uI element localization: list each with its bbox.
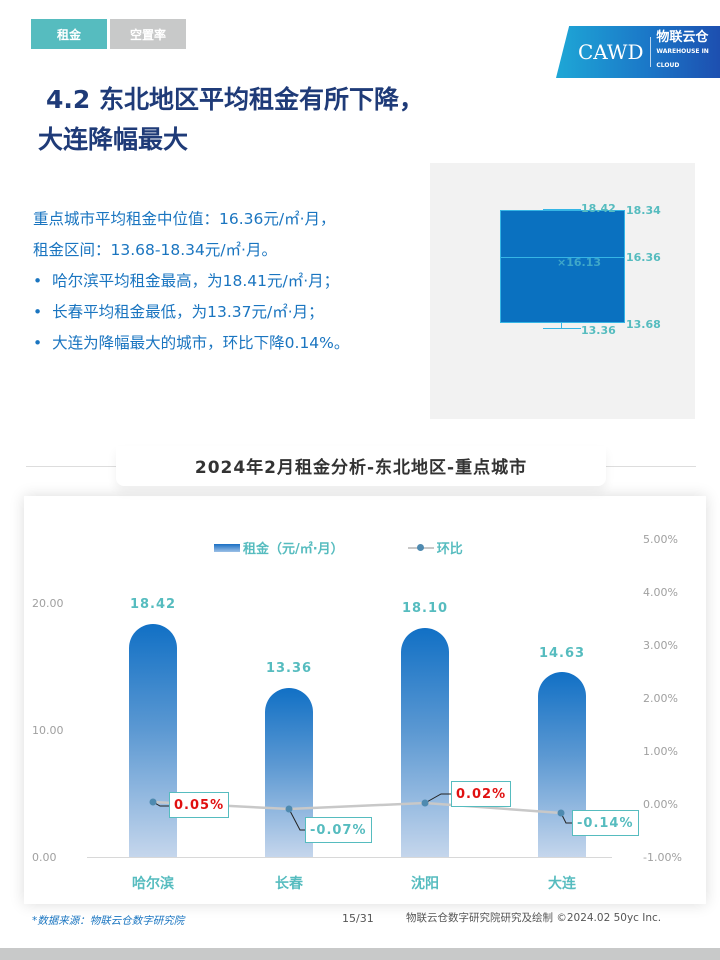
chart-title: 2024年2月租金分析-东北地区-重点城市 xyxy=(116,446,606,486)
brand-sub: WAREHOUSE IN CLOUD xyxy=(656,48,709,69)
summary-range: 租金区间：13.68-18.34元/㎡·月。 xyxy=(33,241,277,259)
y-left-tick: 0.00 xyxy=(32,851,57,864)
bottom-band xyxy=(0,948,720,960)
x-category: 哈尔滨 xyxy=(132,876,174,892)
mom-label-dalian: -0.14% xyxy=(572,810,639,836)
summary-median: 重点城市平均租金中位值：16.36元/㎡·月， xyxy=(33,210,336,228)
whisker-stem xyxy=(561,323,562,329)
bullet-text: 长春平均租金最低，为13.37元/㎡·月； xyxy=(52,303,324,321)
y-right-tick: 1.00% xyxy=(643,745,678,758)
mom-label-shenyang: 0.02% xyxy=(451,781,512,807)
bar-shenyang[interactable] xyxy=(401,628,449,857)
x-category: 大连 xyxy=(548,876,576,892)
max-label: 18.42 xyxy=(581,202,616,215)
y-right-tick: 5.00% xyxy=(643,533,678,546)
tab-rent[interactable]: 租金 xyxy=(31,19,107,49)
y-right-tick: 3.00% xyxy=(643,639,678,652)
page-title: 4.2 东北地区平均租金有所下降， 大连降幅最大 xyxy=(38,80,424,160)
bullet-text: 大连为降幅最大的城市，环比下降0.14%。 xyxy=(52,334,350,352)
chart-legend: 租金（元/㎡·月） 环比 xyxy=(214,538,463,557)
x-category: 长春 xyxy=(275,876,303,892)
bar-harbin[interactable] xyxy=(129,624,177,857)
data-source: *数据来源：物联云仓数字研究院 xyxy=(32,915,185,927)
brand-name: 物联云仓 xyxy=(656,30,709,45)
page-title-line1: 4.2 东北地区平均租金有所下降， xyxy=(46,85,424,114)
box-iqr xyxy=(500,210,625,323)
bar-value-label: 13.36 xyxy=(265,661,313,676)
whisker-min xyxy=(543,328,581,329)
cawd-logo: CAWD xyxy=(578,40,644,64)
mom-label-changchun: -0.07% xyxy=(305,817,372,843)
summary-bullet: 哈尔滨平均租金最高，为18.41元/㎡·月； xyxy=(33,266,349,297)
median-label: 16.36 xyxy=(626,251,661,264)
bar-value-label: 14.63 xyxy=(538,646,586,661)
x-axis-line xyxy=(87,857,612,858)
box-plot-panel: 18.42 18.34 16.36 ×16.13 13.68 13.36 xyxy=(430,163,695,419)
legend-rent: 租金（元/㎡·月） xyxy=(243,542,344,557)
y-right-tick: 4.00% xyxy=(643,586,678,599)
legend-mom: 环比 xyxy=(436,542,463,557)
summary-bullet: 长春平均租金最低，为13.37元/㎡·月； xyxy=(33,297,349,328)
mom-label-harbin: 0.05% xyxy=(169,792,230,818)
page-title-line2: 大连降幅最大 xyxy=(38,125,189,154)
whisker-max xyxy=(543,209,581,210)
y-right-tick: 0.00% xyxy=(643,798,678,811)
y-left-tick: 20.00 xyxy=(32,597,64,610)
page-number: 15/31 xyxy=(342,912,374,925)
y-right-tick: -1.00% xyxy=(643,851,682,864)
x-category: 沈阳 xyxy=(411,876,439,892)
line-legend-swatch xyxy=(407,543,434,551)
bar-value-label: 18.10 xyxy=(401,601,449,616)
q3-label: 18.34 xyxy=(626,204,661,217)
summary-bullet: 大连为降幅最大的城市，环比下降0.14%。 xyxy=(33,328,349,359)
logo-divider xyxy=(649,37,651,67)
tab-bar: 租金 空置率 xyxy=(31,19,186,49)
logo-banner: CAWD 物联云仓 WAREHOUSE IN CLOUD xyxy=(556,26,720,78)
summary-text: 重点城市平均租金中位值：16.36元/㎡·月， 租金区间：13.68-18.34… xyxy=(33,204,349,359)
min-label: 13.36 xyxy=(581,324,616,337)
bullet-text: 哈尔滨平均租金最高，为18.41元/㎡·月； xyxy=(52,272,340,290)
y-left-tick: 10.00 xyxy=(32,724,64,737)
tab-vacancy[interactable]: 空置率 xyxy=(110,19,186,49)
credit-text: 物联云仓数字研究院研究及绘制 ©2024.02 50yc Inc. xyxy=(406,912,662,924)
y-right-tick: 2.00% xyxy=(643,692,678,705)
bar-value-label: 18.42 xyxy=(129,597,177,612)
mean-label: ×16.13 xyxy=(557,256,602,269)
q1-label: 13.68 xyxy=(626,318,661,331)
bar-legend-swatch xyxy=(214,543,240,552)
brand-logo: 物联云仓 WAREHOUSE IN CLOUD xyxy=(656,31,720,73)
median-line xyxy=(500,257,625,258)
